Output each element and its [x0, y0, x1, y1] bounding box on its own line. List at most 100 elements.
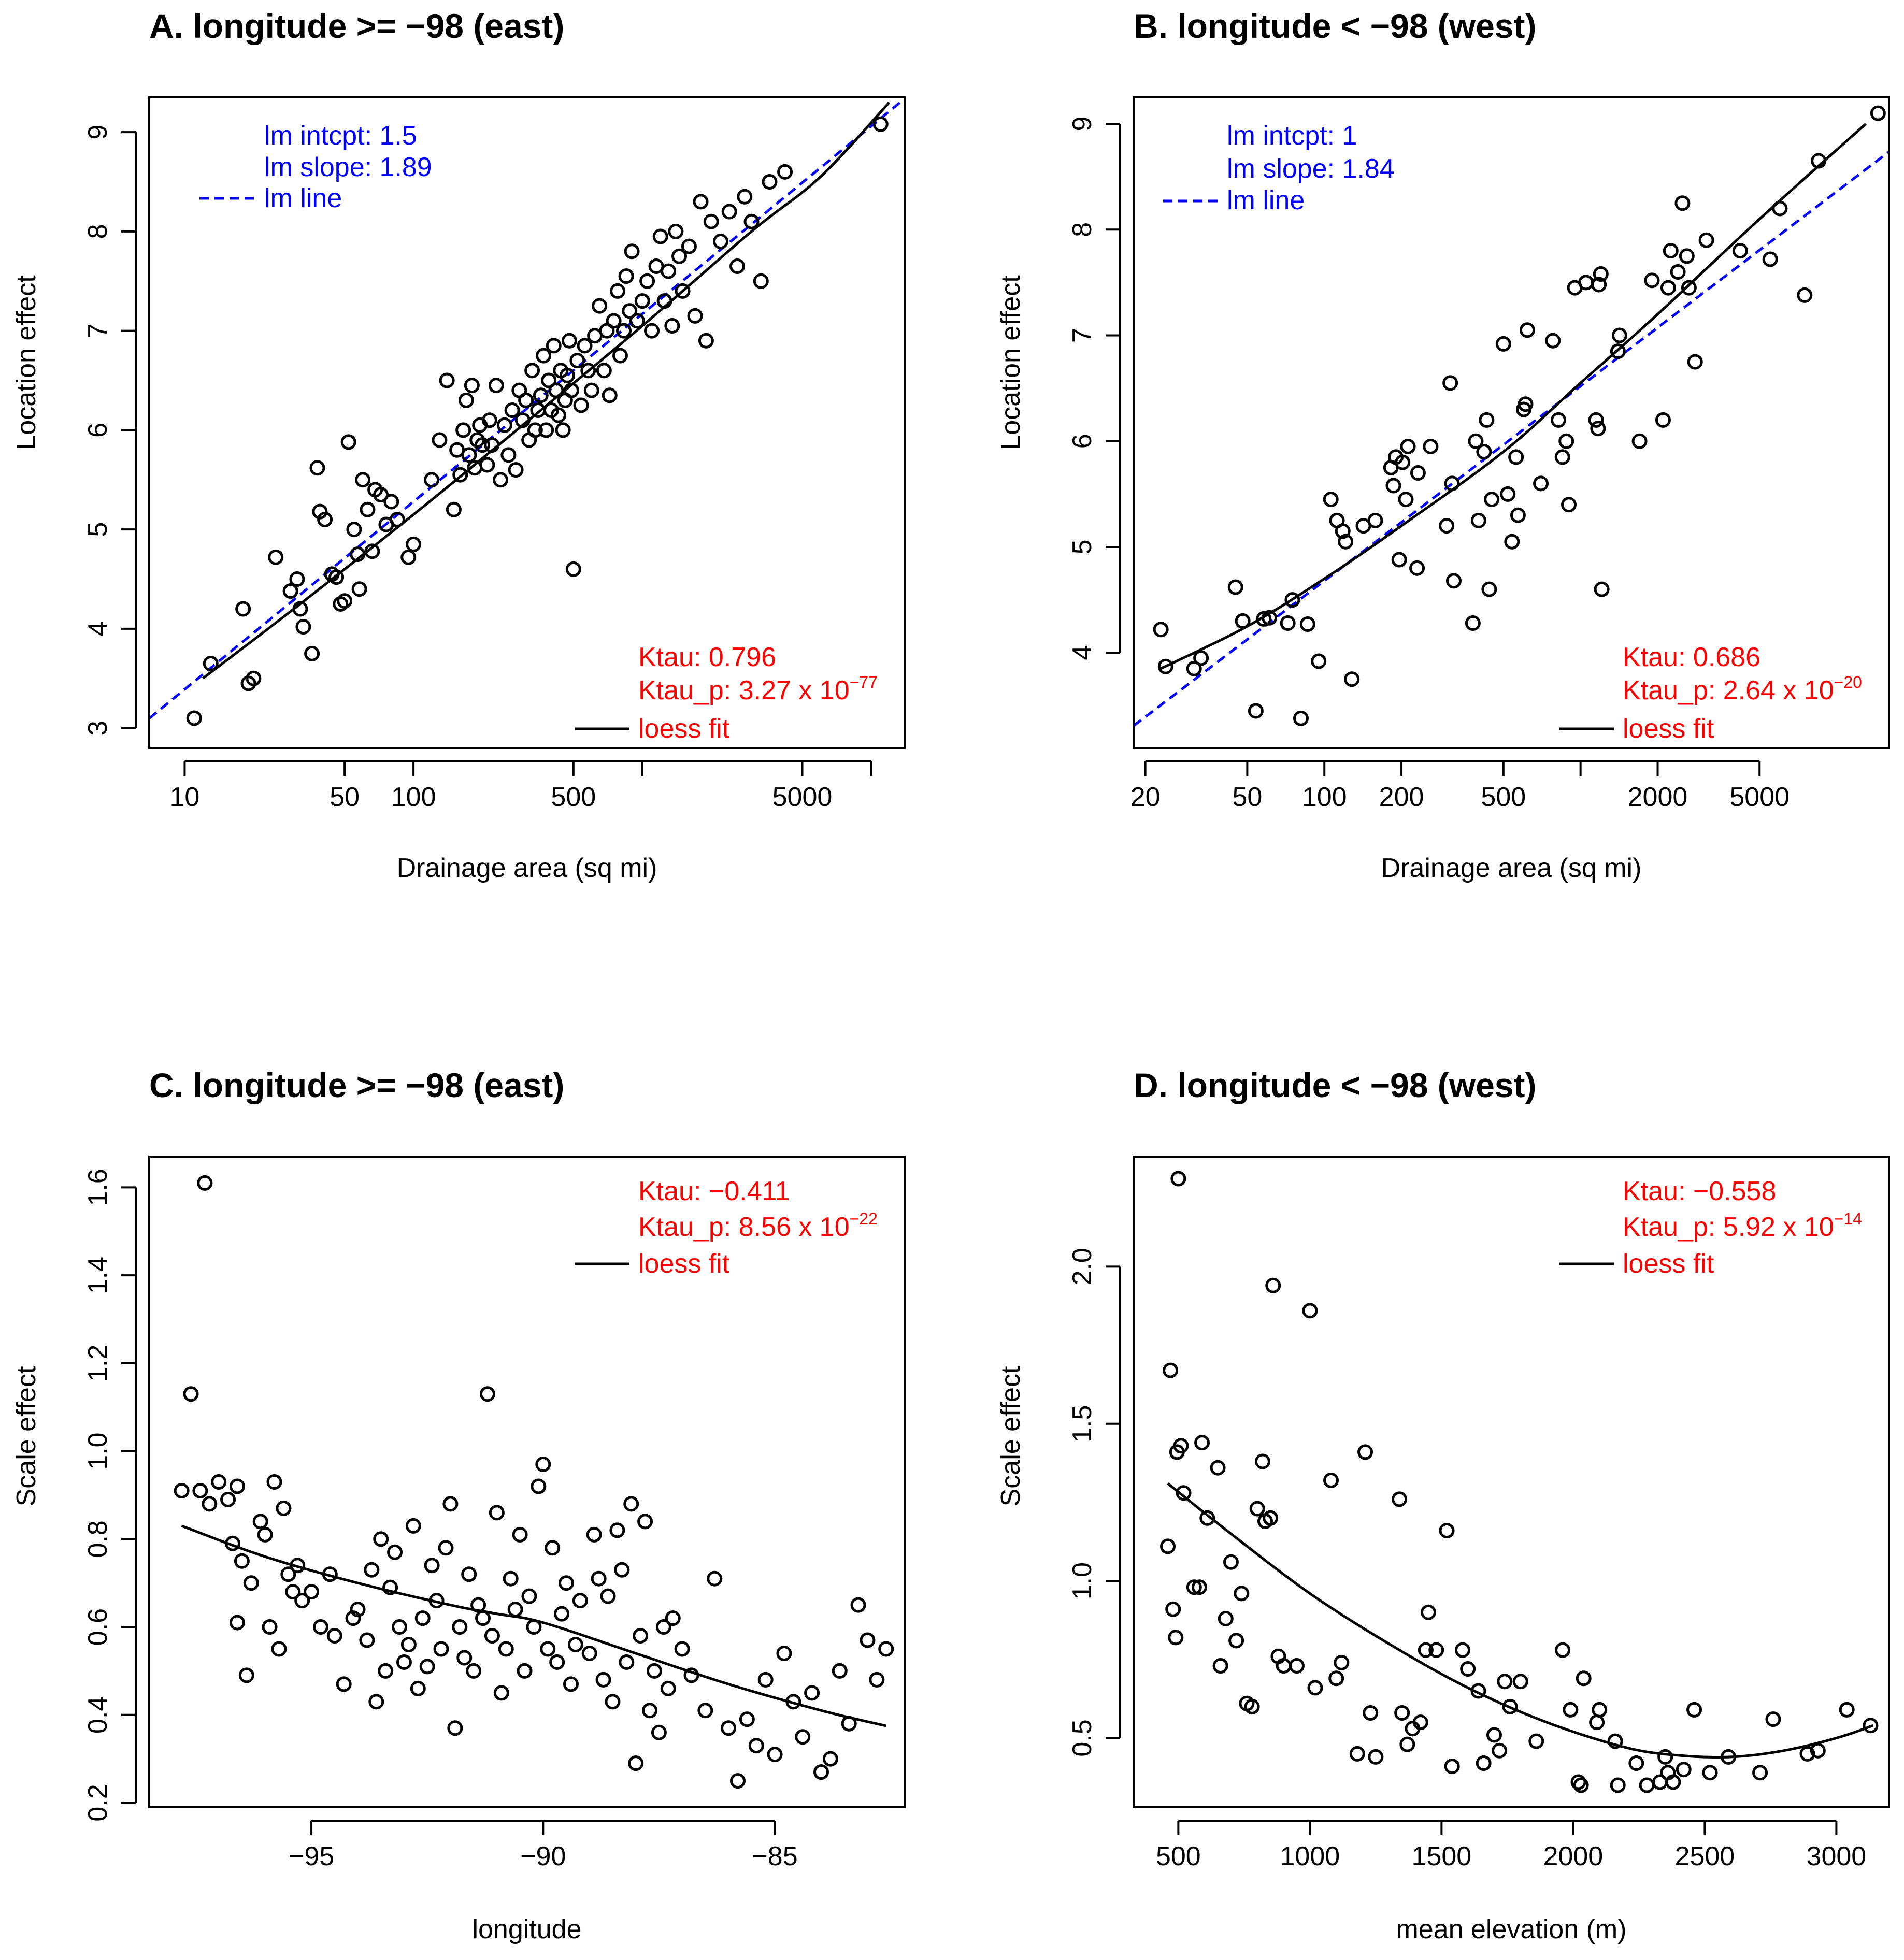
data-point	[1570, 1774, 1586, 1790]
data-point	[1502, 1698, 1518, 1714]
data-point	[629, 313, 645, 329]
x-tick-label: 50	[330, 782, 360, 812]
data-point	[1368, 1749, 1384, 1765]
data-point	[1289, 1658, 1305, 1674]
data-point	[554, 1606, 570, 1622]
data-point	[1508, 449, 1524, 465]
x-tick-label: 2500	[1675, 1841, 1735, 1871]
data-point	[878, 1641, 894, 1657]
data-point	[271, 1641, 287, 1657]
data-point	[1168, 1630, 1184, 1646]
data-point	[595, 1671, 611, 1688]
data-point	[424, 472, 440, 488]
lm-intercept-label: lm intcpt: 1	[1227, 121, 1357, 151]
data-point	[1657, 1749, 1673, 1765]
data-point	[1412, 1714, 1428, 1731]
data-point	[1563, 1702, 1579, 1718]
panel-a-title: A. longitude >= −98 (east)	[149, 7, 564, 45]
data-point	[452, 1619, 468, 1635]
data-point	[1558, 433, 1574, 449]
lm-legend-label: lm line	[1227, 185, 1305, 215]
data-point	[549, 1654, 565, 1670]
loess-line	[1167, 1482, 1874, 1759]
data-point	[1476, 1755, 1492, 1771]
data-point	[1254, 1453, 1270, 1469]
data-point	[1631, 433, 1648, 449]
data-point	[355, 472, 371, 488]
data-point	[1497, 1674, 1513, 1690]
data-point	[475, 1610, 491, 1626]
data-point	[561, 333, 577, 349]
ktau-label: Ktau: 0.796	[638, 642, 776, 672]
data-point	[312, 1619, 328, 1635]
data-point	[1455, 1642, 1471, 1658]
data-point	[527, 422, 543, 438]
y-tick-label: 0.8	[83, 1520, 113, 1558]
data-point	[550, 407, 566, 423]
data-point	[1218, 1610, 1234, 1626]
ktau-p-label: Ktau_p: 3.27 x 10−77	[638, 673, 878, 705]
data-point	[1210, 1460, 1226, 1476]
data-point	[721, 204, 737, 220]
data-point	[378, 1663, 394, 1679]
y-tick-label: 7	[1067, 328, 1097, 343]
data-point	[1702, 1765, 1718, 1781]
data-point	[481, 412, 497, 428]
data-point	[586, 1526, 602, 1543]
data-point	[1193, 650, 1209, 666]
ktau-label: Ktau: 0.686	[1623, 642, 1760, 672]
y-tick-label: 4	[1067, 645, 1097, 660]
data-point	[1263, 1510, 1279, 1526]
x-axis-label: mean elevation (m)	[1396, 1914, 1626, 1944]
data-point	[1299, 616, 1315, 632]
loess-line	[181, 1524, 886, 1727]
x-tick-label: 3000	[1807, 1841, 1867, 1871]
data-point	[1194, 1435, 1210, 1451]
data-point	[268, 549, 284, 565]
data-point	[174, 1482, 190, 1498]
ktau-label: Ktau: −0.411	[638, 1176, 790, 1206]
data-point	[479, 457, 495, 473]
data-point	[1444, 1759, 1460, 1775]
data-point	[346, 522, 362, 538]
y-tick-label: 9	[83, 125, 113, 140]
data-point	[600, 1588, 616, 1604]
data-point	[664, 318, 680, 334]
data-point	[1545, 333, 1561, 349]
data-point	[602, 387, 618, 403]
data-point	[1367, 512, 1383, 528]
y-tick-label: 0.2	[83, 1784, 113, 1821]
data-point	[1418, 1642, 1434, 1658]
data-point	[350, 1602, 366, 1618]
data-point	[387, 1544, 403, 1560]
data-point	[1594, 581, 1610, 597]
data-point	[596, 363, 612, 379]
data-point	[540, 1641, 556, 1657]
data-point	[337, 593, 353, 609]
data-point	[577, 338, 593, 354]
data-point	[396, 1654, 412, 1670]
data-point	[1228, 1633, 1244, 1649]
data-point	[580, 363, 596, 379]
data-point	[1265, 1277, 1281, 1293]
data-point	[197, 1175, 213, 1191]
data-point	[400, 1637, 417, 1652]
data-point	[234, 1553, 250, 1569]
data-point	[295, 619, 311, 635]
data-point	[668, 223, 684, 239]
data-point	[777, 164, 793, 180]
data-point	[609, 1522, 625, 1538]
data-point	[496, 417, 512, 433]
x-tick-label: 500	[551, 782, 596, 812]
data-point	[1391, 552, 1407, 568]
data-point	[1698, 232, 1714, 248]
data-point	[1591, 277, 1607, 293]
data-point	[1519, 322, 1535, 338]
data-point	[186, 710, 202, 726]
data-point	[524, 363, 540, 379]
y-tick-label: 5	[1067, 540, 1097, 555]
data-point	[1551, 412, 1567, 428]
data-point	[1439, 1523, 1455, 1539]
data-point	[1839, 1702, 1855, 1718]
